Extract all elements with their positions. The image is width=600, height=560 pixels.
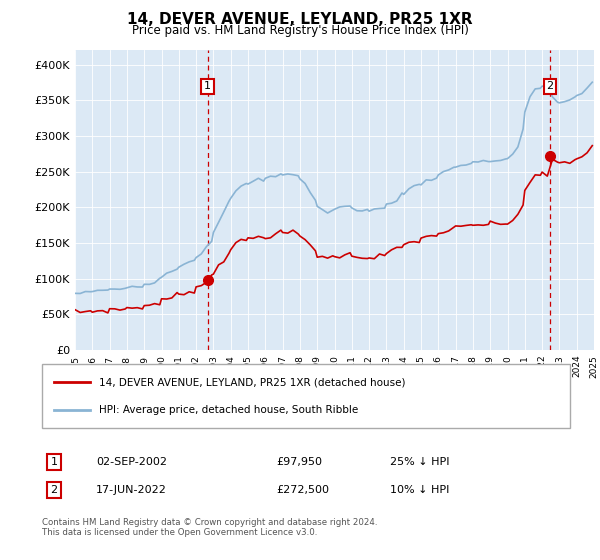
Text: 17-JUN-2022: 17-JUN-2022	[96, 485, 167, 495]
Text: 2: 2	[547, 81, 554, 91]
Text: 02-SEP-2002: 02-SEP-2002	[96, 457, 167, 467]
Text: Price paid vs. HM Land Registry's House Price Index (HPI): Price paid vs. HM Land Registry's House …	[131, 24, 469, 36]
Text: 14, DEVER AVENUE, LEYLAND, PR25 1XR (detached house): 14, DEVER AVENUE, LEYLAND, PR25 1XR (det…	[99, 377, 406, 387]
Text: £97,950: £97,950	[276, 457, 322, 467]
Text: 1: 1	[204, 81, 211, 91]
Text: 25% ↓ HPI: 25% ↓ HPI	[390, 457, 449, 467]
Text: 2: 2	[50, 485, 58, 495]
Text: HPI: Average price, detached house, South Ribble: HPI: Average price, detached house, Sout…	[99, 405, 358, 416]
Text: Contains HM Land Registry data © Crown copyright and database right 2024.
This d: Contains HM Land Registry data © Crown c…	[42, 518, 377, 538]
Text: 1: 1	[50, 457, 58, 467]
Text: 14, DEVER AVENUE, LEYLAND, PR25 1XR: 14, DEVER AVENUE, LEYLAND, PR25 1XR	[127, 12, 473, 27]
Text: £272,500: £272,500	[276, 485, 329, 495]
Text: 10% ↓ HPI: 10% ↓ HPI	[390, 485, 449, 495]
